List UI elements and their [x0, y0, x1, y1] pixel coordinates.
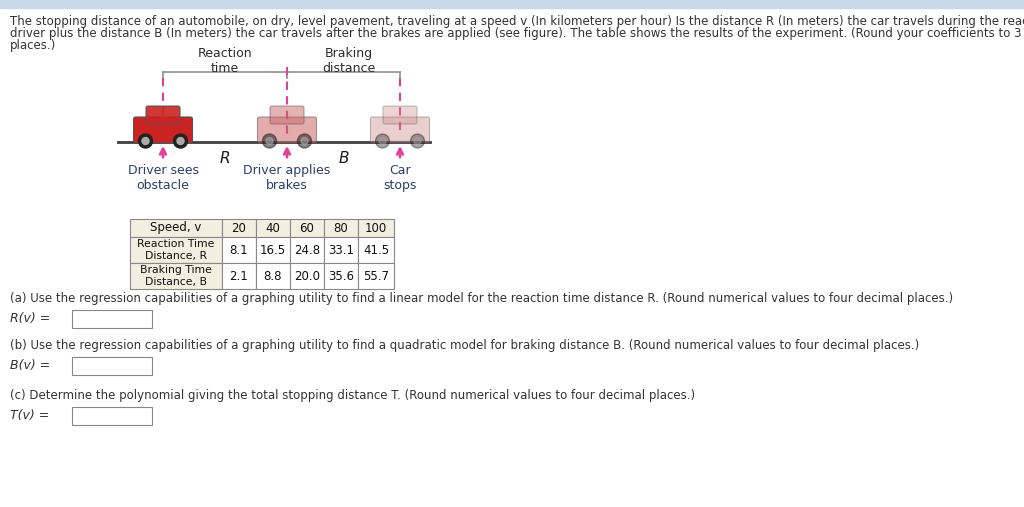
Circle shape [173, 134, 187, 148]
Bar [290, 263, 324, 289]
Text: 24.8: 24.8 [294, 243, 321, 257]
Text: 20.0: 20.0 [294, 270, 319, 282]
Bar [256, 219, 290, 237]
Bar [72, 407, 152, 425]
Text: Braking Time
Distance, B: Braking Time Distance, B [140, 265, 212, 287]
Circle shape [411, 134, 425, 148]
Text: 2.1: 2.1 [229, 270, 249, 282]
FancyBboxPatch shape [257, 117, 316, 143]
Bar [324, 237, 358, 263]
Text: 33.1: 33.1 [328, 243, 354, 257]
Circle shape [298, 134, 311, 148]
Circle shape [414, 137, 421, 144]
Circle shape [142, 137, 150, 144]
Text: Reaction
time: Reaction time [198, 47, 252, 75]
Circle shape [177, 137, 184, 144]
Bar [222, 237, 256, 263]
FancyBboxPatch shape [270, 106, 304, 124]
Circle shape [379, 137, 386, 144]
Text: 55.7: 55.7 [362, 270, 389, 282]
Text: Braking
distance: Braking distance [322, 47, 375, 75]
Text: Reaction Time
Distance, R: Reaction Time Distance, R [137, 239, 215, 261]
Bar [256, 263, 290, 289]
Text: B(v) =: B(v) = [10, 359, 50, 372]
Text: (a) Use the regression capabilities of a graphing utility to find a linear model: (a) Use the regression capabilities of a… [10, 292, 953, 305]
Text: places.): places.) [10, 39, 56, 52]
Text: The stopping distance of an automobile, on dry, level pavement, traveling at a s: The stopping distance of an automobile, … [10, 15, 1024, 28]
Text: 80: 80 [334, 222, 348, 235]
Text: B: B [338, 151, 349, 166]
Text: Driver sees
obstacle: Driver sees obstacle [128, 164, 199, 192]
Bar [324, 219, 358, 237]
FancyBboxPatch shape [383, 106, 417, 124]
Text: 16.5: 16.5 [260, 243, 286, 257]
Text: 40: 40 [265, 222, 281, 235]
Text: R(v) =: R(v) = [10, 312, 50, 325]
Text: Speed, v: Speed, v [151, 222, 202, 235]
Text: 41.5: 41.5 [362, 243, 389, 257]
FancyBboxPatch shape [133, 117, 193, 143]
Text: 35.6: 35.6 [328, 270, 354, 282]
Bar [358, 263, 394, 289]
Text: 8.8: 8.8 [264, 270, 283, 282]
Text: 20: 20 [231, 222, 247, 235]
Text: 8.1: 8.1 [229, 243, 248, 257]
Circle shape [138, 134, 153, 148]
Bar [130, 263, 222, 289]
Bar [324, 263, 358, 289]
Bar [222, 263, 256, 289]
Circle shape [262, 134, 276, 148]
FancyBboxPatch shape [146, 106, 180, 124]
Text: (b) Use the regression capabilities of a graphing utility to find a quadratic mo: (b) Use the regression capabilities of a… [10, 339, 920, 352]
Circle shape [376, 134, 389, 148]
Bar [72, 357, 152, 375]
Text: 100: 100 [365, 222, 387, 235]
Bar [130, 219, 222, 237]
Bar [358, 237, 394, 263]
Text: Driver applies
brakes: Driver applies brakes [244, 164, 331, 192]
Bar [72, 310, 152, 328]
Circle shape [301, 137, 308, 144]
Bar [290, 219, 324, 237]
FancyBboxPatch shape [371, 117, 429, 143]
Bar [222, 219, 256, 237]
Bar [290, 237, 324, 263]
Text: 60: 60 [300, 222, 314, 235]
Text: T(v) =: T(v) = [10, 409, 49, 422]
Circle shape [266, 137, 273, 144]
Bar [358, 219, 394, 237]
Text: Car
stops: Car stops [383, 164, 417, 192]
Text: driver plus the distance B (In meters) the car travels after the brakes are appl: driver plus the distance B (In meters) t… [10, 27, 1024, 40]
Bar [0, 0, 1024, 8]
Text: (c) Determine the polynomial giving the total stopping distance T. (Round numeri: (c) Determine the polynomial giving the … [10, 389, 695, 402]
Bar [130, 237, 222, 263]
Text: R: R [220, 151, 230, 166]
Bar [256, 237, 290, 263]
